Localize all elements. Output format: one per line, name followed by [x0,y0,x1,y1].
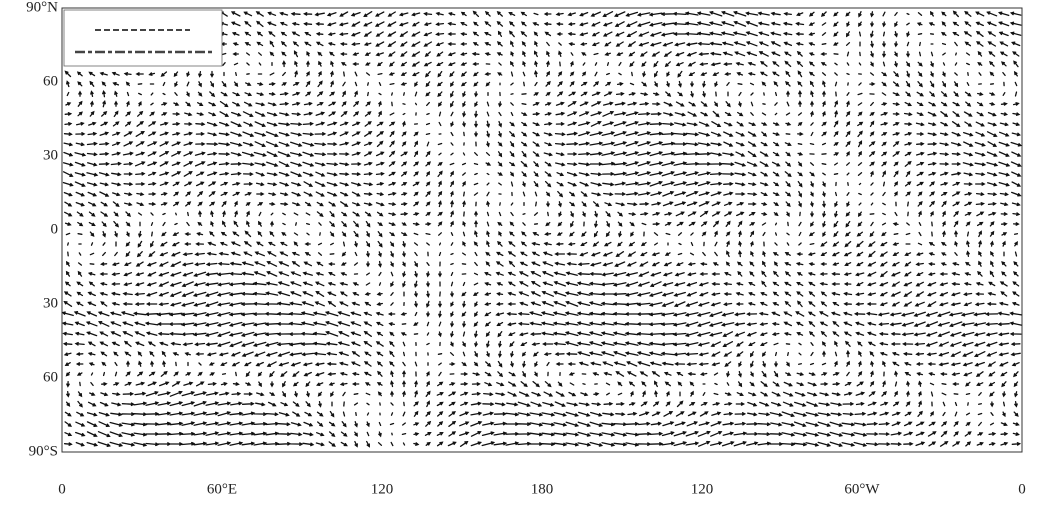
legend [63,9,223,67]
latitude-label: 30 [43,295,58,311]
legend-box [63,9,223,67]
longitude-label: 120 [371,481,394,497]
longitude-label: 60°W [844,481,880,497]
longitude-label: 180 [531,481,554,497]
longitude-label: 60°E [207,481,237,497]
latitude-label: 30 [43,147,58,163]
longitude-label: 0 [58,481,66,497]
map-frame [61,7,1023,453]
latitude-label: 60 [43,369,58,385]
longitude-label: 120 [691,481,714,497]
latitude-label: 90°S [29,443,58,459]
wind-vectors [61,10,1023,448]
latitude-label: 60 [43,73,58,89]
longitude-label: 0 [1018,481,1026,497]
latitude-label: 0 [51,221,59,237]
latitude-label: 90°N [26,0,58,15]
axis-labels: 90°N 60 30 0 30 60 90°S 0 60°E 120 180 120 60°W 0 [26,0,1026,497]
wind-field [61,10,1023,448]
